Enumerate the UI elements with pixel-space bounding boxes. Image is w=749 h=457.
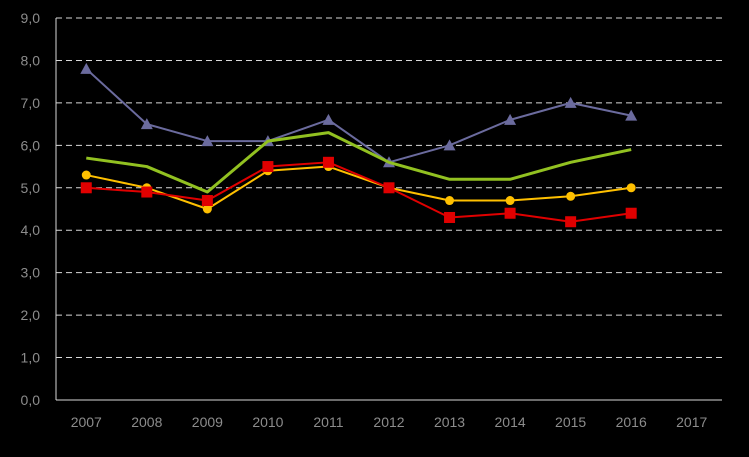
axis-layer [55, 18, 722, 401]
x-tick-label: 2011 [313, 414, 343, 430]
y-tick-label: 6,0 [21, 137, 41, 153]
data-point-marker [504, 113, 517, 125]
data-point-marker [202, 204, 212, 214]
y-tick-label: 8,0 [21, 52, 41, 68]
data-point-marker [444, 211, 456, 223]
data-point-marker [443, 139, 456, 151]
series-line [85, 68, 632, 164]
x-tick-label: 2014 [495, 414, 526, 430]
data-point-marker [322, 113, 335, 125]
series-line [86, 161, 632, 223]
y-tick-label: 0,0 [21, 392, 41, 408]
y-tick-label: 4,0 [21, 222, 41, 238]
data-point-marker [625, 207, 637, 219]
x-tick-label: 2009 [192, 414, 223, 430]
y-tick-label: 7,0 [21, 95, 41, 111]
data-point-marker [80, 182, 92, 194]
x-tick-label: 2015 [555, 414, 586, 430]
data-point-marker [201, 135, 214, 147]
data-point-marker [505, 196, 515, 206]
data-point-marker [81, 170, 91, 180]
y-tick-label: 2,0 [21, 307, 41, 323]
x-tick-label: 2007 [71, 414, 102, 430]
data-point-marker [566, 191, 576, 201]
y-tick-label: 5,0 [21, 180, 41, 196]
data-point-marker [141, 186, 153, 198]
series-line [86, 131, 632, 194]
data-point-marker [383, 182, 395, 194]
data-point-marker [322, 156, 334, 168]
x-tick-label: 2017 [676, 414, 707, 430]
data-point-marker [140, 118, 153, 130]
series-layer [80, 62, 638, 228]
y-tick-label: 3,0 [21, 265, 41, 281]
data-point-marker [262, 161, 274, 173]
series-1 [80, 62, 638, 168]
x-tick-label: 2013 [434, 414, 465, 430]
series-4 [80, 156, 637, 228]
y-tick-label: 9,0 [21, 10, 41, 26]
data-point-marker [625, 109, 638, 121]
data-point-marker [626, 183, 636, 193]
x-tick-label: 2012 [373, 414, 404, 430]
series-3 [81, 162, 636, 214]
data-point-marker [564, 96, 577, 108]
x-tick-label: 2016 [616, 414, 647, 430]
y-tick-label: 1,0 [21, 350, 41, 366]
data-point-marker [565, 216, 577, 228]
tick-layer: 0,0 1,0 2,0 3,0 4,0 5,0 6,0 7,0 8,0 9,0 2007 2008 20… [21, 10, 708, 430]
x-tick-label: 2010 [252, 414, 283, 430]
data-point-marker [80, 62, 93, 74]
data-point-marker [201, 195, 213, 207]
series-line [86, 165, 632, 210]
series-2 [86, 131, 632, 194]
x-tick-label: 2008 [131, 414, 162, 430]
data-point-marker [445, 196, 455, 206]
data-point-marker [504, 207, 516, 219]
